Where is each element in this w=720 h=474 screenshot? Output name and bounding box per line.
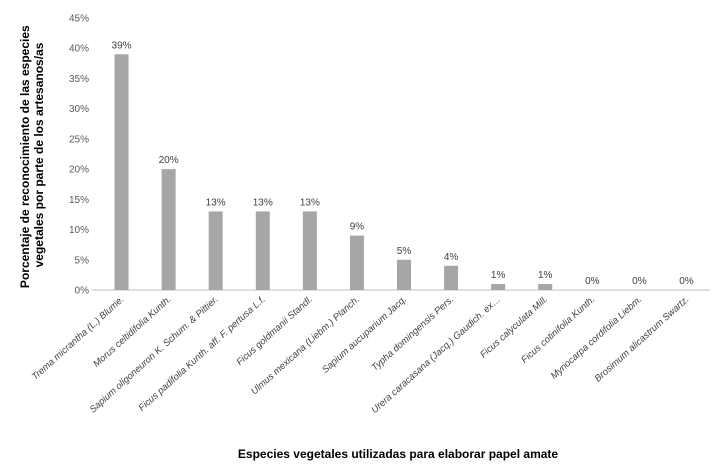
data-label: 9% [350,222,365,233]
x-tick-label: Myriocarpa cordifolia Liebm. [549,294,645,382]
y-tick-label: 10% [69,225,89,236]
y-tick-label: 35% [69,74,89,85]
bar [444,265,459,290]
x-tick-label: Morus celtidifolia Kunth. [91,294,173,370]
y-tick-label: 25% [69,134,89,145]
y-axis-ticks: 0% 5% 10% 15% 20% 25% 30% 35% 40% 45% [69,14,89,297]
x-tick-label: Ficus goldmanii Standl. [235,294,315,368]
y-axis-title-line-2: vegetales por parte de los artesanos/as [32,42,46,267]
y-tick-label: 20% [69,165,89,176]
bars [114,54,553,291]
bar [397,259,411,290]
bar [208,211,223,290]
y-tick-label: 5% [75,255,90,266]
y-axis-title: Porcentaje de reconocimiento de las espe… [18,22,46,288]
bar [302,211,317,290]
data-label: 13% [206,197,226,208]
x-axis-title: Especies vegetales utilizadas para elabo… [238,447,558,461]
y-tick-label: 45% [69,14,89,25]
bar [349,235,364,290]
x-tick-label: Sapium aucuparium Jacq. [320,294,409,376]
x-tick-label: Typha domingensis Pers. [370,294,457,373]
data-label: 0% [632,276,647,287]
y-tick-label: 40% [69,44,89,55]
data-label: 1% [491,270,506,281]
y-tick-label: 0% [75,286,90,297]
bar [114,54,129,291]
data-label: 1% [538,270,553,281]
bar [491,283,506,290]
data-label: 0% [585,276,600,287]
bar [255,211,270,290]
x-tick-label: Trema micrantha (L.) Blume. [30,294,127,383]
data-label: 4% [444,252,459,263]
y-tick-label: 30% [69,104,89,115]
y-axis-title-line-1: Porcentaje de reconocimiento de las espe… [18,25,32,288]
bar [538,283,553,290]
data-label: 20% [159,155,179,166]
data-label: 13% [300,197,320,208]
x-tick-label: Brosimum alicastrum Swartz. [593,294,692,384]
data-labels: 39% 20% 13% 13% 13% 9% 5% 4% 1% 1% 0% 0% 0% [112,40,694,287]
data-label: 39% [112,40,132,51]
y-tick-label: 15% [69,195,89,206]
category-labels: Trema micrantha (L.) Blume.Morus celtidi… [30,294,692,416]
data-label: 5% [397,246,412,257]
data-label: 0% [679,276,694,287]
data-label: 13% [253,197,273,208]
bar [161,169,176,290]
